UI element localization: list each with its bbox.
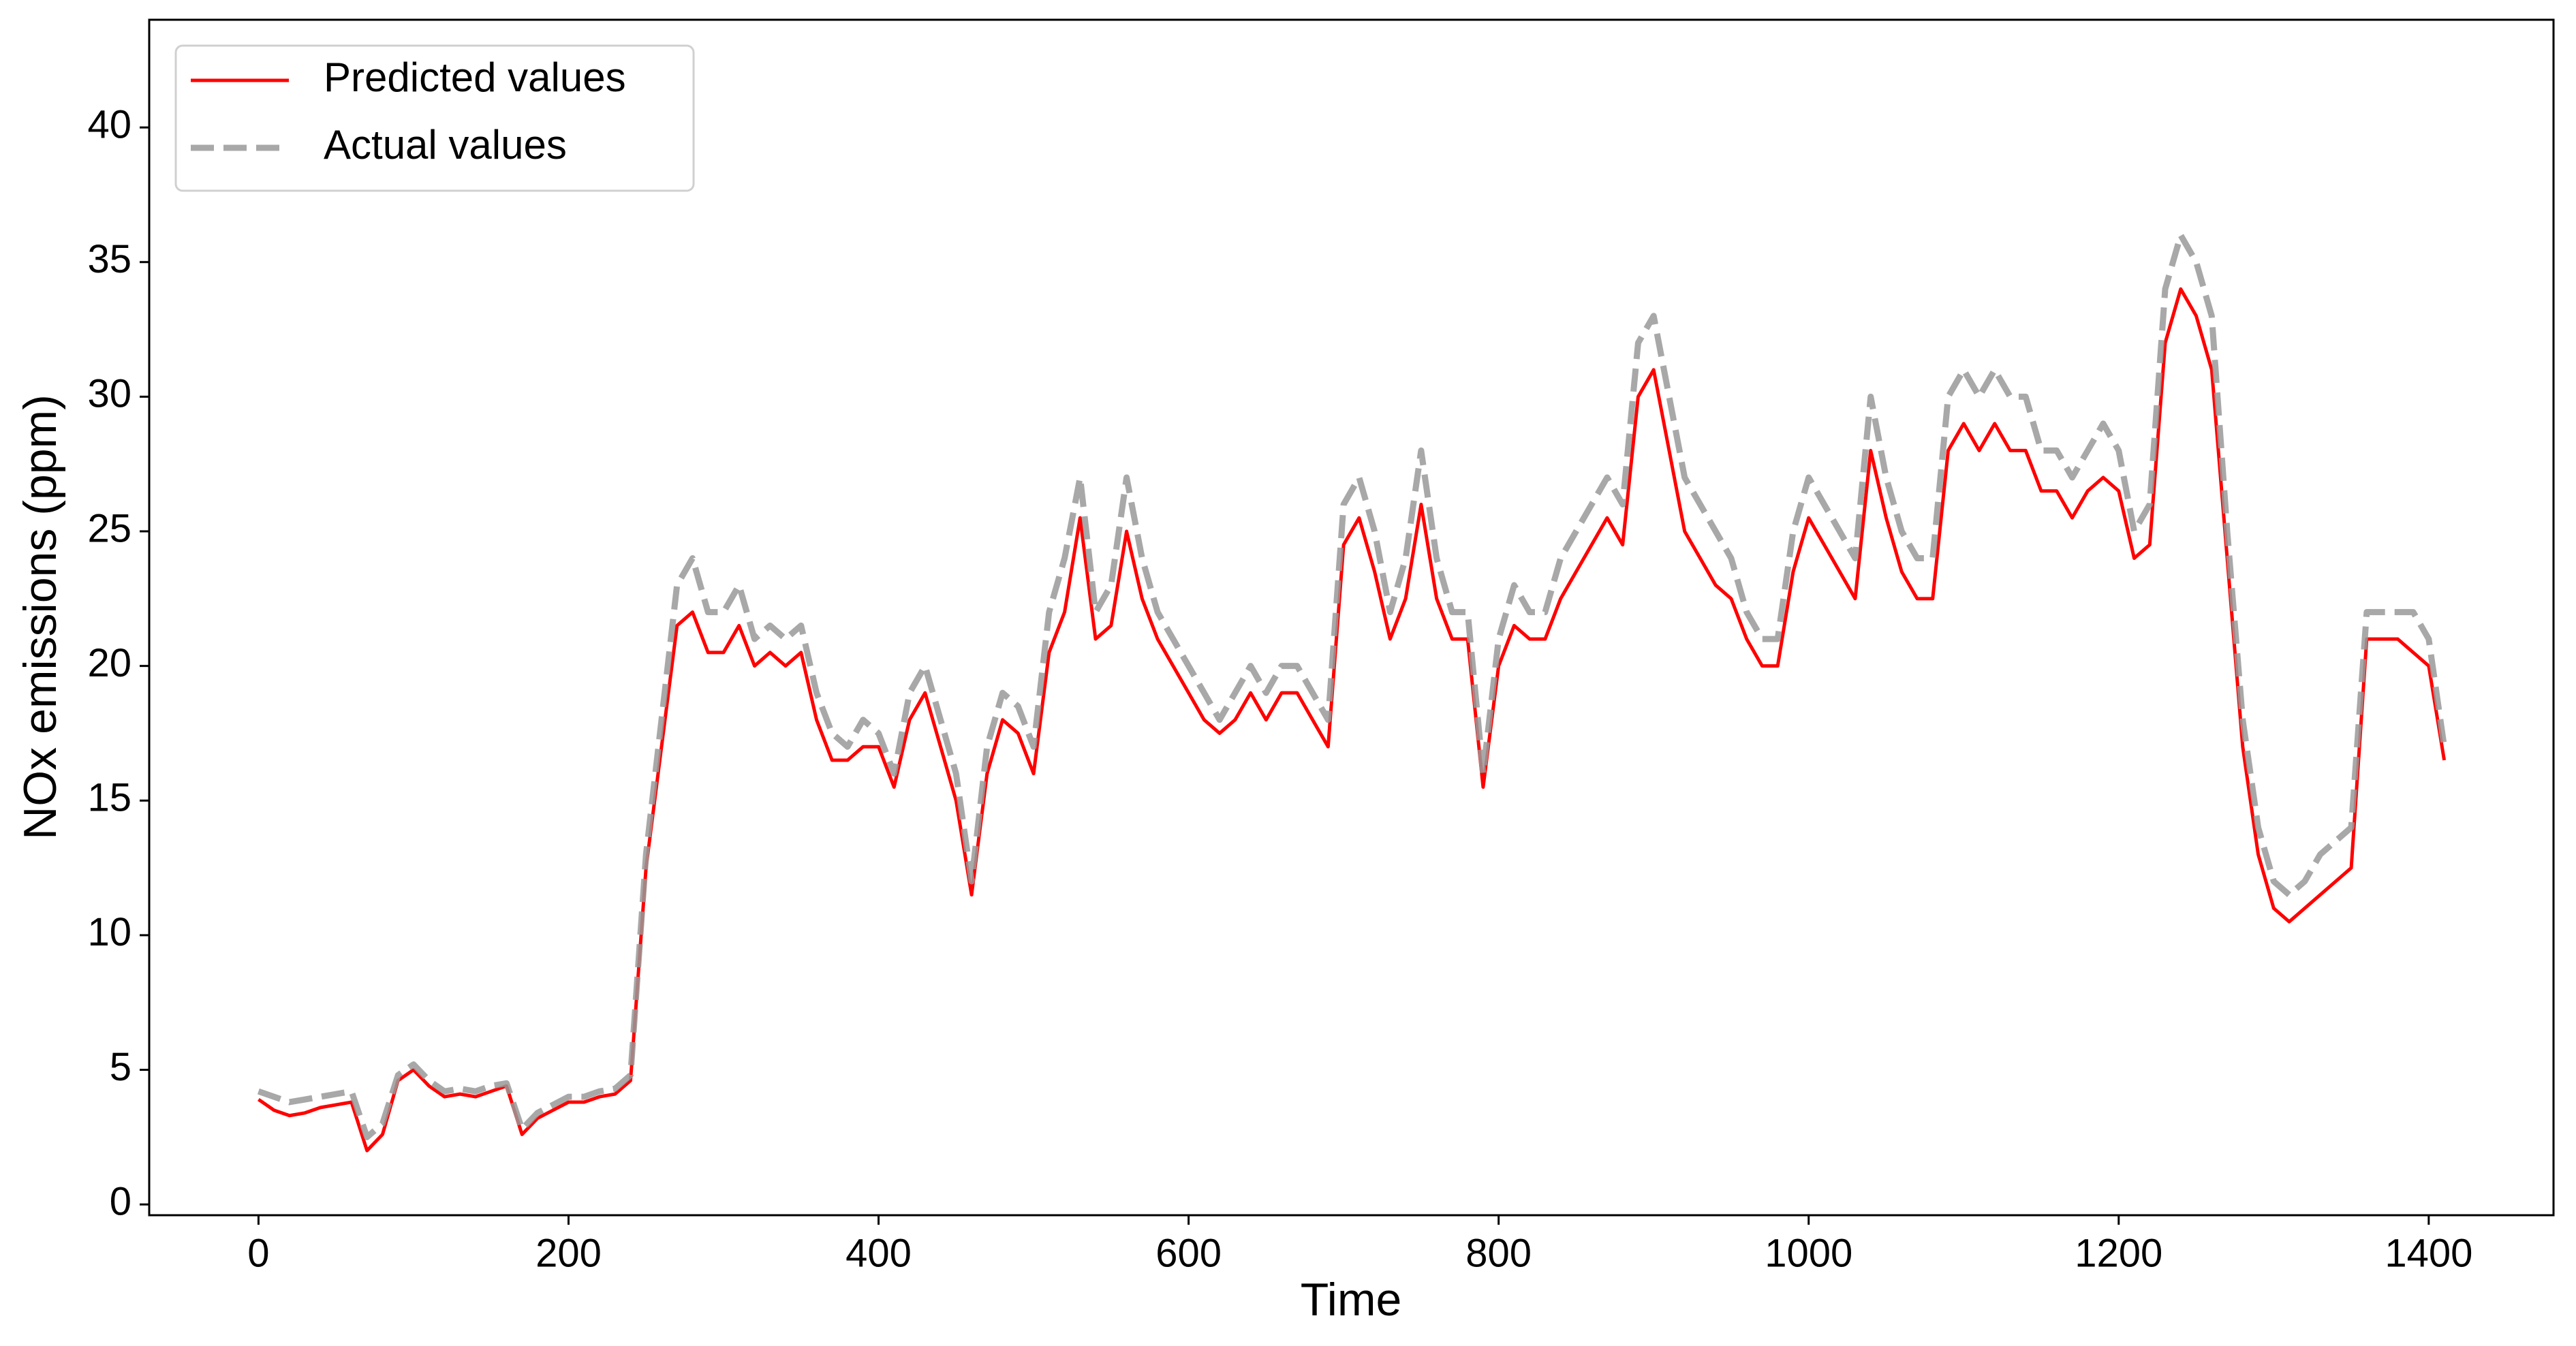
x-tick-label: 1200 xyxy=(2075,1231,2162,1275)
y-tick-label: 25 xyxy=(87,506,131,550)
x-tick-label: 0 xyxy=(247,1231,269,1275)
y-tick-label: 40 xyxy=(87,102,131,146)
x-tick-label: 400 xyxy=(845,1231,912,1275)
series-line xyxy=(257,232,2448,1140)
x-tick-label: 1400 xyxy=(2385,1231,2472,1275)
y-axis-label: NOx emissions (ppm) xyxy=(14,394,66,840)
legend-label: Actual values xyxy=(324,122,567,168)
y-tick-label: 20 xyxy=(87,641,131,685)
x-axis-label: Time xyxy=(1301,1274,1402,1326)
y-tick-label: 5 xyxy=(110,1045,131,1089)
y-tick-label: 10 xyxy=(87,910,131,954)
x-tick-label: 600 xyxy=(1155,1231,1222,1275)
legend-label: Predicted values xyxy=(324,54,626,100)
series-line xyxy=(257,287,2447,1153)
legend-box xyxy=(174,44,695,192)
x-tick-label: 200 xyxy=(536,1231,602,1275)
x-tick-label: 800 xyxy=(1465,1231,1532,1275)
x-tick-label: 1000 xyxy=(1765,1231,1852,1275)
y-tick-label: 35 xyxy=(87,237,131,281)
y-tick-label: 15 xyxy=(87,776,131,820)
y-tick-label: 0 xyxy=(110,1180,131,1224)
plot-frame xyxy=(148,18,2555,1217)
y-tick-label: 30 xyxy=(87,372,131,416)
